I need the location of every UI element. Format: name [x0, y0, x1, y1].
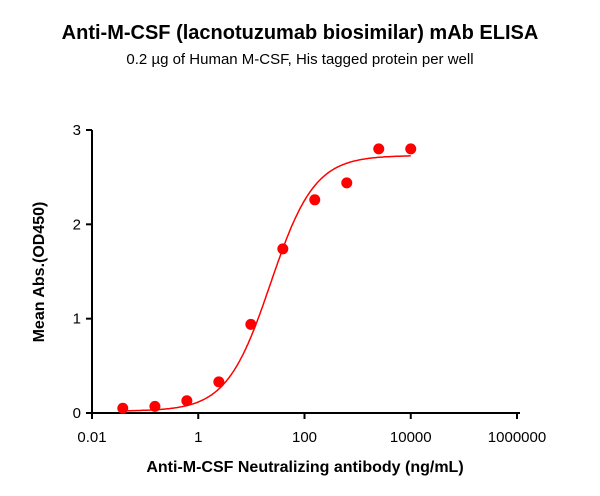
data-point	[117, 402, 129, 414]
data-point	[245, 318, 257, 330]
data-point	[149, 400, 161, 412]
data-point	[213, 376, 225, 388]
chart-subtitle: 0.2 µg of Human M-CSF, His tagged protei…	[126, 51, 474, 68]
x-axis-label: Anti-M-CSF Neutralizing antibody (ng/mL)	[146, 459, 463, 476]
axes: 0.01 1 100 10000 1000000 0 1 2 3	[73, 122, 547, 446]
data-point	[309, 194, 321, 206]
y-tick-label: 1	[73, 311, 81, 328]
y-tick-label: 3	[73, 122, 81, 139]
fit-curve-group	[122, 155, 411, 412]
fit-curve	[122, 155, 411, 412]
x-tick-label: 0.01	[77, 429, 106, 446]
x-tick-label: 100	[292, 429, 317, 446]
data-point	[277, 243, 289, 255]
x-tick-label: 10000	[390, 429, 432, 446]
y-tick-label: 0	[73, 405, 81, 422]
x-tick-label: 1	[194, 429, 202, 446]
data-point	[405, 143, 417, 155]
chart-title: Anti-M-CSF (lacnotuzumab biosimilar) mAb…	[61, 22, 539, 44]
data-points	[117, 143, 417, 414]
x-tick-label: 1000000	[488, 429, 546, 446]
y-tick-label: 2	[73, 216, 81, 233]
data-point	[373, 143, 385, 155]
data-point	[341, 177, 353, 189]
y-axis-label: Mean Abs.(OD450)	[31, 202, 48, 343]
data-point	[181, 395, 193, 407]
